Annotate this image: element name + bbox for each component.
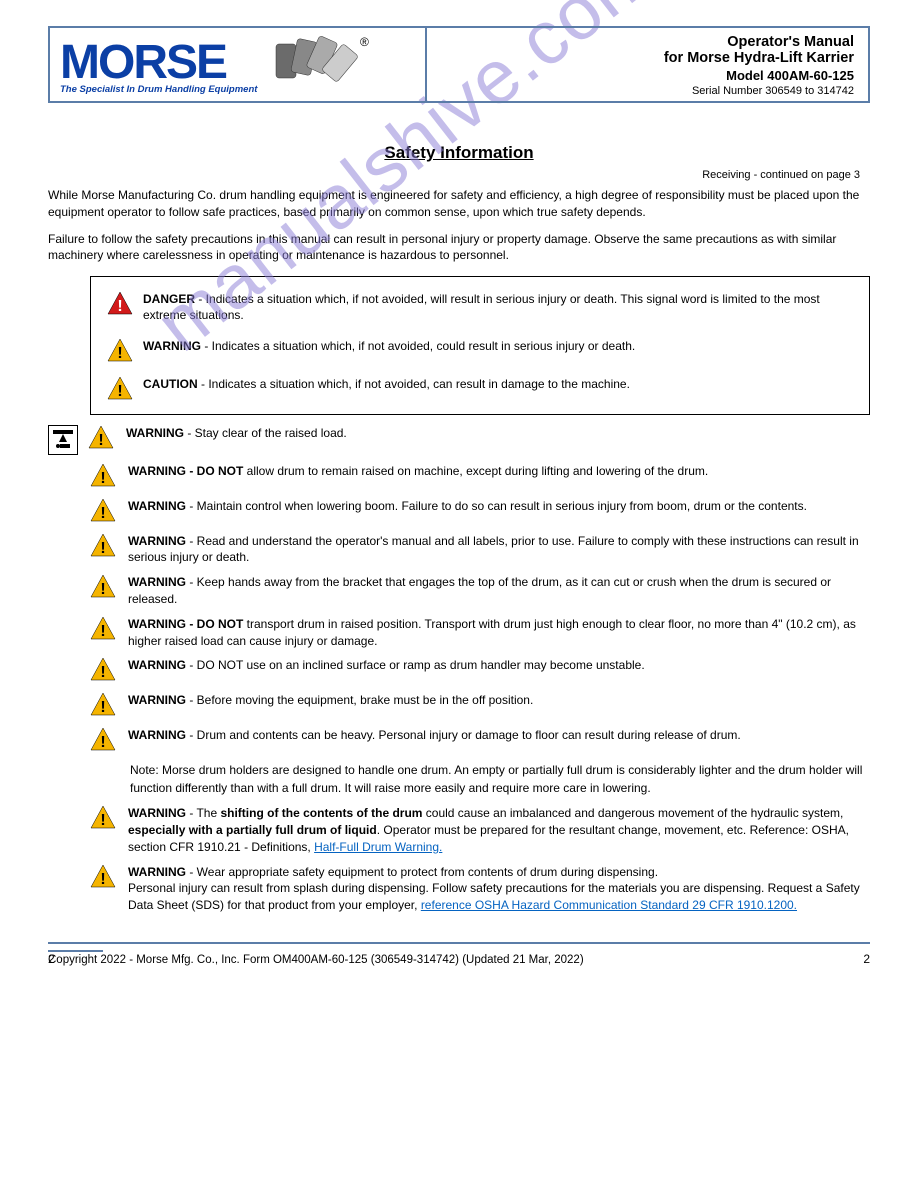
warning-row: ! WARNING - Indicates a situation which,… <box>107 338 853 362</box>
header-title2: for Morse Hydra-Lift Karrier <box>664 50 854 66</box>
page-number-right: 2 <box>863 952 870 966</box>
svg-text:!: ! <box>100 581 105 598</box>
danger-icon: ! <box>107 291 133 315</box>
warning-icon: ! <box>90 864 116 888</box>
warning-icon: ! <box>90 533 116 557</box>
warning-item-4: ! WARNING - Keep hands away from the bra… <box>90 574 870 608</box>
svg-text:!: ! <box>100 664 105 681</box>
warning-item-8: ! WARNING - Drum and contents can be hea… <box>90 727 870 754</box>
header-serial: Serial Number 306549 to 314742 <box>692 85 854 97</box>
warning-icon: ! <box>90 616 116 640</box>
svg-text:!: ! <box>100 871 105 888</box>
logo-cell: MORSE ® The Specialist In Drum Handling … <box>50 28 427 101</box>
safety-definitions-box: ! DANGER - Indicates a situation which, … <box>90 276 870 414</box>
svg-text:!: ! <box>98 432 103 449</box>
warning-icon: ! <box>90 574 116 598</box>
warning-icon: ! <box>90 657 116 681</box>
morse-logo: MORSE ® The Specialist In Drum Handling … <box>60 34 380 96</box>
receiving-note: Receiving - continued on page 3 <box>702 169 860 181</box>
header: MORSE ® The Specialist In Drum Handling … <box>48 26 870 103</box>
svg-text:MORSE: MORSE <box>60 36 227 89</box>
caution-icon: ! <box>107 376 133 400</box>
header-title1: Operator's Manual <box>727 34 854 50</box>
caution-row: ! CAUTION - Indicates a situation which,… <box>107 376 853 400</box>
header-right: Operator's Manual for Morse Hydra-Lift K… <box>427 28 870 101</box>
safety-heading: Safety Information <box>48 143 870 163</box>
svg-text:!: ! <box>100 812 105 829</box>
svg-text:!: ! <box>117 298 122 315</box>
crush-icon <box>48 425 78 455</box>
svg-text:The Specialist In Drum Handlin: The Specialist In Drum Handling Equipmen… <box>60 84 258 95</box>
warning-item-3: ! WARNING - Read and understand the oper… <box>90 533 870 567</box>
warning-icon: ! <box>90 727 116 751</box>
warning-icon: ! <box>107 338 133 362</box>
svg-text:!: ! <box>117 345 122 362</box>
danger-row: ! DANGER - Indicates a situation which, … <box>107 291 853 323</box>
header-model: Model 400AM-60-125 <box>726 68 854 83</box>
osha-link[interactable]: reference OSHA Hazard Communication Stan… <box>421 898 797 912</box>
warning-item-1: ! WARNING - DO NOT allow drum to remain … <box>90 463 870 490</box>
page-number-left: 2 <box>48 952 55 966</box>
warning-item-5: ! WARNING - DO NOT transport drum in rai… <box>90 616 870 650</box>
warning-item-7: ! WARNING - Before moving the equipment,… <box>90 692 870 719</box>
note-paragraph: Note: Morse drum holders are designed to… <box>130 762 870 797</box>
warning-half-full: ! WARNING - The shifting of the contents… <box>90 805 870 855</box>
warning-icon: ! <box>90 463 116 487</box>
svg-text:!: ! <box>100 470 105 487</box>
warning-item-2: ! WARNING - Maintain control when loweri… <box>90 498 870 525</box>
warning-item-0: ! WARNING - Stay clear of the raised loa… <box>48 425 870 455</box>
svg-text:!: ! <box>100 623 105 640</box>
svg-text:®: ® <box>360 35 369 49</box>
warning-icon: ! <box>88 425 114 449</box>
footer-text: Copyright 2022 - Morse Mfg. Co., Inc. Fo… <box>48 954 870 966</box>
lead-paragraph: While Morse Manufacturing Co. drum handl… <box>48 187 870 221</box>
svg-text:!: ! <box>100 540 105 557</box>
warning-final: ! WARNING - Wear appropriate safety equi… <box>90 864 870 914</box>
svg-text:!: ! <box>100 505 105 522</box>
failure-paragraph: Failure to follow the safety precautions… <box>48 231 870 265</box>
warning-icon: ! <box>90 692 116 716</box>
svg-text:!: ! <box>117 383 122 400</box>
half-full-link[interactable]: Half-Full Drum Warning. <box>314 840 442 854</box>
svg-text:!: ! <box>100 734 105 751</box>
svg-text:!: ! <box>100 699 105 716</box>
warning-icon: ! <box>90 498 116 522</box>
warning-item-6: ! WARNING - DO NOT use on an inclined su… <box>90 657 870 684</box>
warning-icon: ! <box>90 805 116 829</box>
footer: Copyright 2022 - Morse Mfg. Co., Inc. Fo… <box>48 942 870 966</box>
